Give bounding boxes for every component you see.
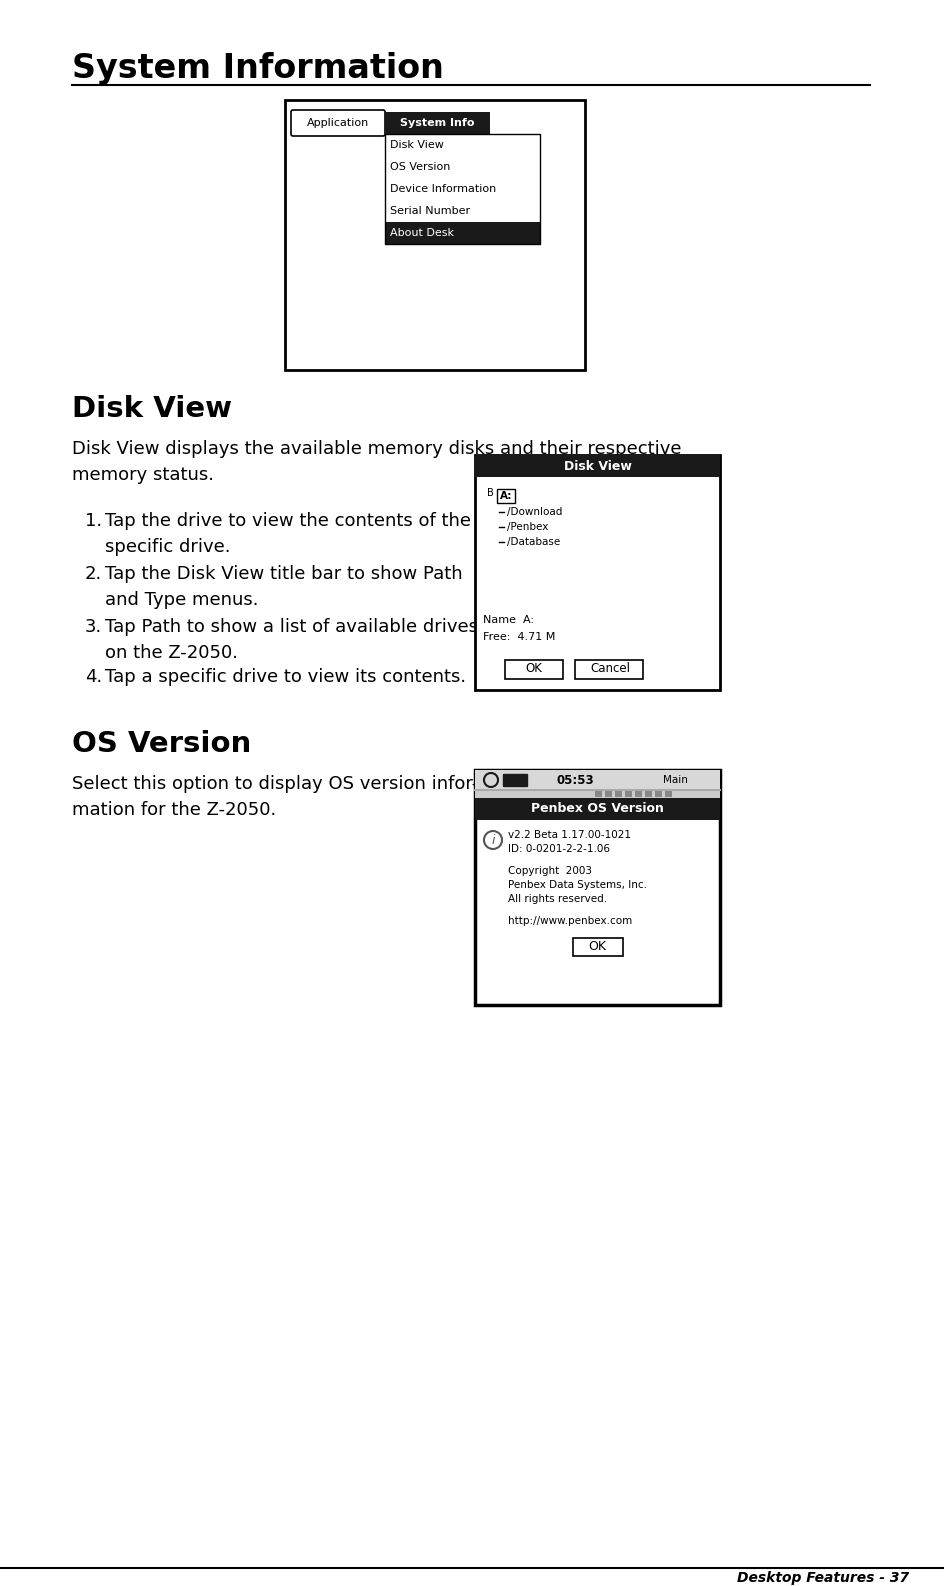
Bar bbox=[385, 222, 540, 244]
Text: OS Version: OS Version bbox=[72, 730, 251, 758]
Bar bbox=[285, 100, 585, 370]
Text: Name  A:: Name A: bbox=[483, 615, 534, 625]
Text: ID: 0-0201-2-2-1.06: ID: 0-0201-2-2-1.06 bbox=[508, 844, 610, 853]
Text: 3.: 3. bbox=[85, 619, 102, 636]
Text: Disk View: Disk View bbox=[72, 395, 232, 423]
Bar bbox=[503, 774, 527, 787]
Bar bbox=[475, 455, 720, 477]
Text: Select this option to display OS version infor-
mation for the Z-2050.: Select this option to display OS version… bbox=[72, 776, 479, 820]
Text: i: i bbox=[491, 834, 495, 847]
Bar bbox=[475, 769, 720, 1006]
Text: Cancel: Cancel bbox=[590, 663, 630, 676]
Text: Disk View: Disk View bbox=[390, 140, 444, 151]
Bar bbox=[385, 133, 540, 244]
Bar bbox=[615, 791, 622, 798]
Text: Tap Path to show a list of available drives
on the Z-2050.: Tap Path to show a list of available dri… bbox=[105, 619, 478, 663]
Text: Serial Number: Serial Number bbox=[390, 206, 470, 216]
Text: About Desk: About Desk bbox=[390, 228, 454, 238]
Bar bbox=[505, 660, 563, 679]
Bar bbox=[645, 791, 652, 798]
Text: 2.: 2. bbox=[85, 565, 102, 584]
Bar bbox=[475, 769, 720, 790]
Text: Tap a specific drive to view its contents.: Tap a specific drive to view its content… bbox=[105, 668, 466, 687]
Text: Disk View: Disk View bbox=[564, 460, 632, 473]
Text: Application: Application bbox=[307, 117, 369, 128]
Bar bbox=[572, 937, 622, 956]
Text: /Penbex: /Penbex bbox=[507, 522, 548, 531]
Text: http://www.penbex.com: http://www.penbex.com bbox=[508, 917, 632, 926]
Text: OK: OK bbox=[526, 663, 543, 676]
Text: Tap the drive to view the contents of the
specific drive.: Tap the drive to view the contents of th… bbox=[105, 512, 471, 557]
Text: System Information: System Information bbox=[72, 52, 444, 86]
Bar bbox=[605, 791, 612, 798]
Text: OS Version: OS Version bbox=[390, 162, 450, 171]
Bar bbox=[475, 455, 720, 690]
Text: Penbex Data Systems, Inc.: Penbex Data Systems, Inc. bbox=[508, 880, 647, 890]
Bar bbox=[625, 791, 632, 798]
Text: Disk View displays the available memory disks and their respective
memory status: Disk View displays the available memory … bbox=[72, 439, 682, 484]
Text: /Download: /Download bbox=[507, 508, 563, 517]
Text: 4.: 4. bbox=[85, 668, 102, 687]
Text: /Database: /Database bbox=[507, 538, 560, 547]
Text: 1.: 1. bbox=[85, 512, 102, 530]
Bar bbox=[385, 113, 490, 133]
FancyBboxPatch shape bbox=[291, 109, 385, 136]
Bar bbox=[475, 790, 720, 798]
Text: Copyright  2003: Copyright 2003 bbox=[508, 866, 592, 875]
Bar bbox=[635, 791, 642, 798]
Text: B: B bbox=[487, 488, 494, 498]
Text: v2.2 Beta 1.17.00-1021: v2.2 Beta 1.17.00-1021 bbox=[508, 829, 631, 841]
Bar bbox=[497, 488, 515, 503]
Text: System Info: System Info bbox=[399, 117, 474, 128]
Bar bbox=[665, 791, 672, 798]
Text: OK: OK bbox=[588, 940, 606, 953]
Text: Main: Main bbox=[663, 776, 687, 785]
Text: Device Information: Device Information bbox=[390, 184, 497, 193]
Bar bbox=[595, 791, 602, 798]
Text: Free:  4.71 M: Free: 4.71 M bbox=[483, 631, 555, 642]
Text: Penbex OS Version: Penbex OS Version bbox=[531, 803, 664, 815]
Text: Desktop Features - 37: Desktop Features - 37 bbox=[737, 1572, 909, 1584]
Bar bbox=[655, 791, 662, 798]
Bar bbox=[575, 660, 643, 679]
Text: A:: A: bbox=[499, 492, 513, 501]
Text: All rights reserved.: All rights reserved. bbox=[508, 895, 607, 904]
Text: 05:53: 05:53 bbox=[556, 774, 594, 787]
Bar bbox=[475, 798, 720, 820]
Text: Tap the Disk View title bar to show Path
and Type menus.: Tap the Disk View title bar to show Path… bbox=[105, 565, 463, 609]
